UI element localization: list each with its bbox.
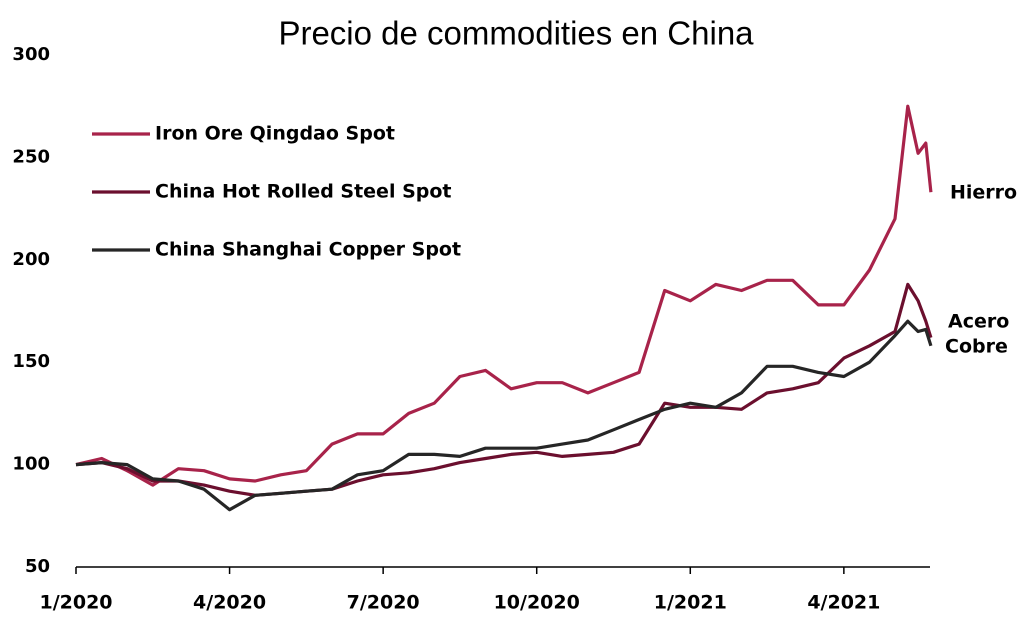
annotation: Hierro: [950, 182, 1017, 204]
x-tick-label: 1/2020: [39, 592, 112, 614]
legend-label: China Shanghai Copper Spot: [155, 239, 461, 261]
x-tick-label: 1/2021: [654, 592, 727, 614]
x-tick-label: 4/2021: [807, 592, 880, 614]
y-tick-label: 150: [12, 351, 50, 372]
annotation: Cobre: [945, 336, 1008, 358]
y-tick-label: 300: [12, 44, 50, 65]
chart-title: Precio de commodities en China: [278, 15, 754, 52]
x-tick-label: 10/2020: [494, 592, 580, 614]
series-line: [75, 319, 933, 512]
annotation: Acero: [948, 311, 1009, 333]
x-tick-label: 7/2020: [347, 592, 420, 614]
series-line: [75, 282, 933, 497]
x-tick-label: 4/2020: [193, 592, 266, 614]
legend-label: China Hot Rolled Steel Spot: [155, 181, 452, 203]
y-tick-label: 200: [12, 249, 50, 270]
series-line: [75, 104, 933, 487]
y-tick-label: 100: [12, 454, 50, 475]
legend-label: Iron Ore Qingdao Spot: [155, 123, 395, 145]
y-tick-label: 50: [25, 556, 50, 577]
y-tick-label: 250: [12, 146, 50, 167]
